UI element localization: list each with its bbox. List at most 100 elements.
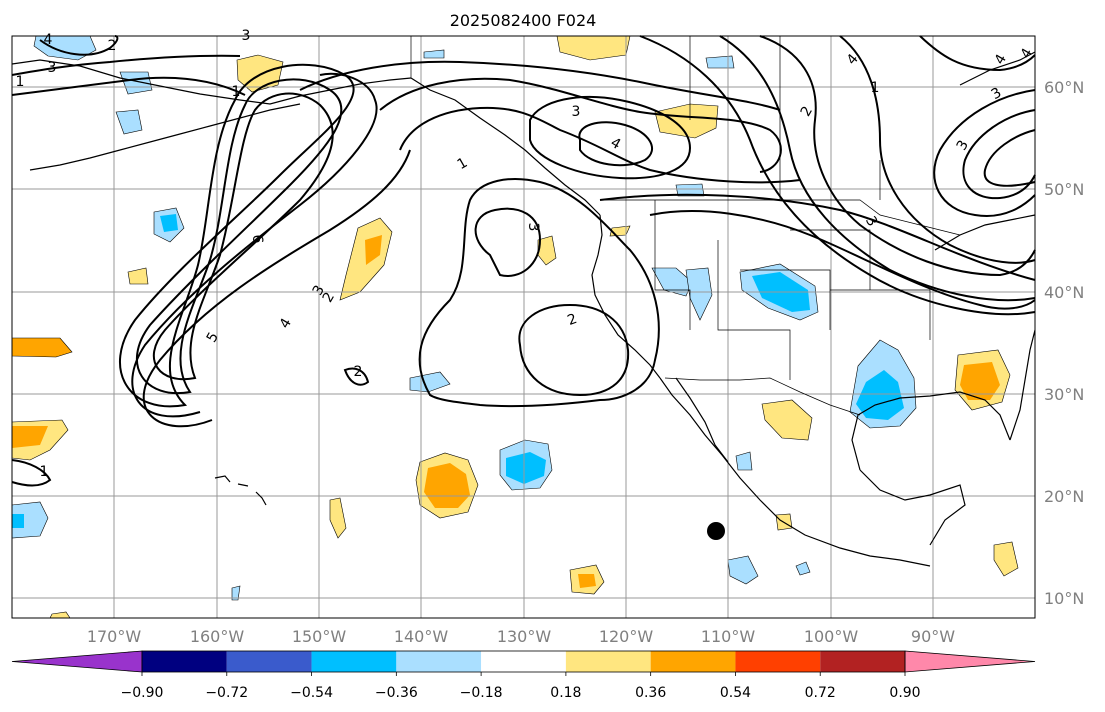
positive-anomaly-core	[960, 362, 1000, 400]
longitude-label: 130°W	[497, 627, 552, 646]
colorbar-cell	[142, 651, 227, 672]
colorbar-tick-label: −0.54	[290, 685, 333, 701]
longitude-label: 170°W	[87, 627, 142, 646]
contour-line	[983, 129, 1036, 187]
negative-anomaly-core	[856, 370, 904, 420]
positive-anomaly-area	[993, 541, 1019, 577]
contour-line	[933, 89, 1036, 217]
contour-line	[11, 54, 241, 76]
contour-line	[131, 72, 378, 418]
negative-anomaly-area	[727, 555, 759, 585]
colorbar-cell	[735, 651, 821, 672]
contour-label: 1	[16, 74, 25, 90]
colorbar-tick-label: 0.72	[805, 685, 836, 701]
contour-line	[11, 459, 52, 487]
us-east-coast	[1009, 329, 1036, 441]
contour-line	[649, 210, 1036, 310]
colorbar-cell	[396, 651, 482, 672]
negative-anomaly-area	[423, 49, 445, 59]
colorbar-tick-labels: −0.90 −0.72 −0.54 −0.36 −0.18 0.18 0.36 0.54 0.7…	[121, 672, 921, 701]
great-lakes-coast	[934, 214, 1036, 251]
bc-coast	[410, 77, 601, 216]
alaska-coast	[11, 59, 412, 105]
contour-line	[379, 77, 782, 173]
yucatan-coast	[859, 469, 966, 546]
positive-anomaly-area	[127, 267, 149, 285]
longitude-label: 90°W	[911, 627, 955, 646]
storm-center-dot	[707, 522, 725, 540]
contour-line	[299, 60, 781, 111]
gulf-of-mexico-coast	[851, 391, 1011, 471]
contour-label: 1	[40, 464, 49, 480]
positive-anomaly-area	[329, 497, 347, 539]
colorbar-frame	[141, 650, 906, 673]
latitude-label: 50°N	[1044, 180, 1084, 199]
contour-line	[518, 303, 630, 397]
contour-line	[839, 35, 1036, 264]
longitude-label: 160°W	[190, 627, 245, 646]
latitude-labels: 60°N 50°N 40°N 30°N 20°N 10°N	[1044, 78, 1084, 608]
colorbar-tick-label: 0.18	[550, 685, 581, 701]
colorbar-tick-label: 0.90	[889, 685, 920, 701]
contour-line	[962, 109, 1036, 200]
contour-line	[599, 193, 1036, 281]
latitude-label: 60°N	[1044, 78, 1084, 97]
longitude-labels: 170°W 160°W 150°W 140°W 130°W 120°W 110°W 100°W…	[87, 627, 955, 646]
contour-line	[529, 95, 692, 180]
colorbar-tick-label: −0.36	[375, 685, 418, 701]
negative-anomaly-area	[795, 561, 811, 576]
colorbar-cell	[226, 651, 312, 672]
contour-label: 6	[249, 235, 265, 244]
negative-anomaly-core	[506, 452, 546, 484]
longitude-label: 110°W	[701, 627, 756, 646]
colorbar-tick-label: −0.18	[460, 685, 503, 701]
contour-line	[39, 35, 119, 56]
contour-label: 1	[871, 80, 880, 96]
negative-anomaly-area	[231, 585, 241, 601]
negative-anomaly-area	[685, 267, 713, 321]
contour-label: 3	[48, 60, 57, 76]
contour-line	[474, 207, 542, 277]
colorbar-cell	[311, 651, 397, 672]
negative-anomaly-core	[160, 214, 178, 232]
contour-label: 2	[108, 38, 117, 54]
negative-anomaly-area	[705, 55, 735, 69]
colorbar-over-extension	[904, 650, 1036, 673]
colorbar-under-extension	[11, 650, 143, 673]
contour-line	[639, 35, 1036, 316]
positive-anomaly-core	[365, 235, 382, 265]
positive-anomaly-core	[424, 463, 470, 508]
contour-label: 4	[44, 32, 53, 48]
contour-line	[118, 63, 355, 408]
latitude-label: 10°N	[1044, 589, 1084, 608]
gulf-of-california	[675, 377, 729, 463]
contour-line	[136, 78, 343, 395]
province-borders	[689, 36, 881, 200]
contour-line	[759, 35, 1036, 277]
colorbar-tick-label: −0.72	[205, 685, 248, 701]
hudson-bay-coast	[959, 51, 1036, 86]
positive-anomaly-core	[12, 426, 48, 448]
colorbar-tick-label: −0.90	[121, 685, 164, 701]
hawaii-islands	[214, 475, 267, 506]
colorbar-cell	[565, 651, 651, 672]
colorbar-cell	[650, 651, 736, 672]
contour-label: 2	[354, 364, 363, 380]
negative-anomaly-area	[735, 451, 753, 471]
contour-line	[142, 149, 411, 428]
longitude-label: 120°W	[599, 627, 654, 646]
contour-line	[343, 367, 370, 386]
latitude-label: 40°N	[1044, 283, 1084, 302]
latitude-label: 30°N	[1044, 385, 1084, 404]
mexico-pacific-coast	[659, 377, 931, 567]
contour-line	[919, 35, 1036, 72]
colorbar-cell	[481, 651, 566, 672]
contour-line	[578, 121, 654, 167]
latitude-label: 20°N	[1044, 487, 1084, 506]
contour-lines	[11, 35, 1036, 487]
contour-label: 3	[572, 104, 581, 120]
coastlines	[11, 51, 1036, 567]
positive-anomaly-area	[761, 399, 813, 441]
